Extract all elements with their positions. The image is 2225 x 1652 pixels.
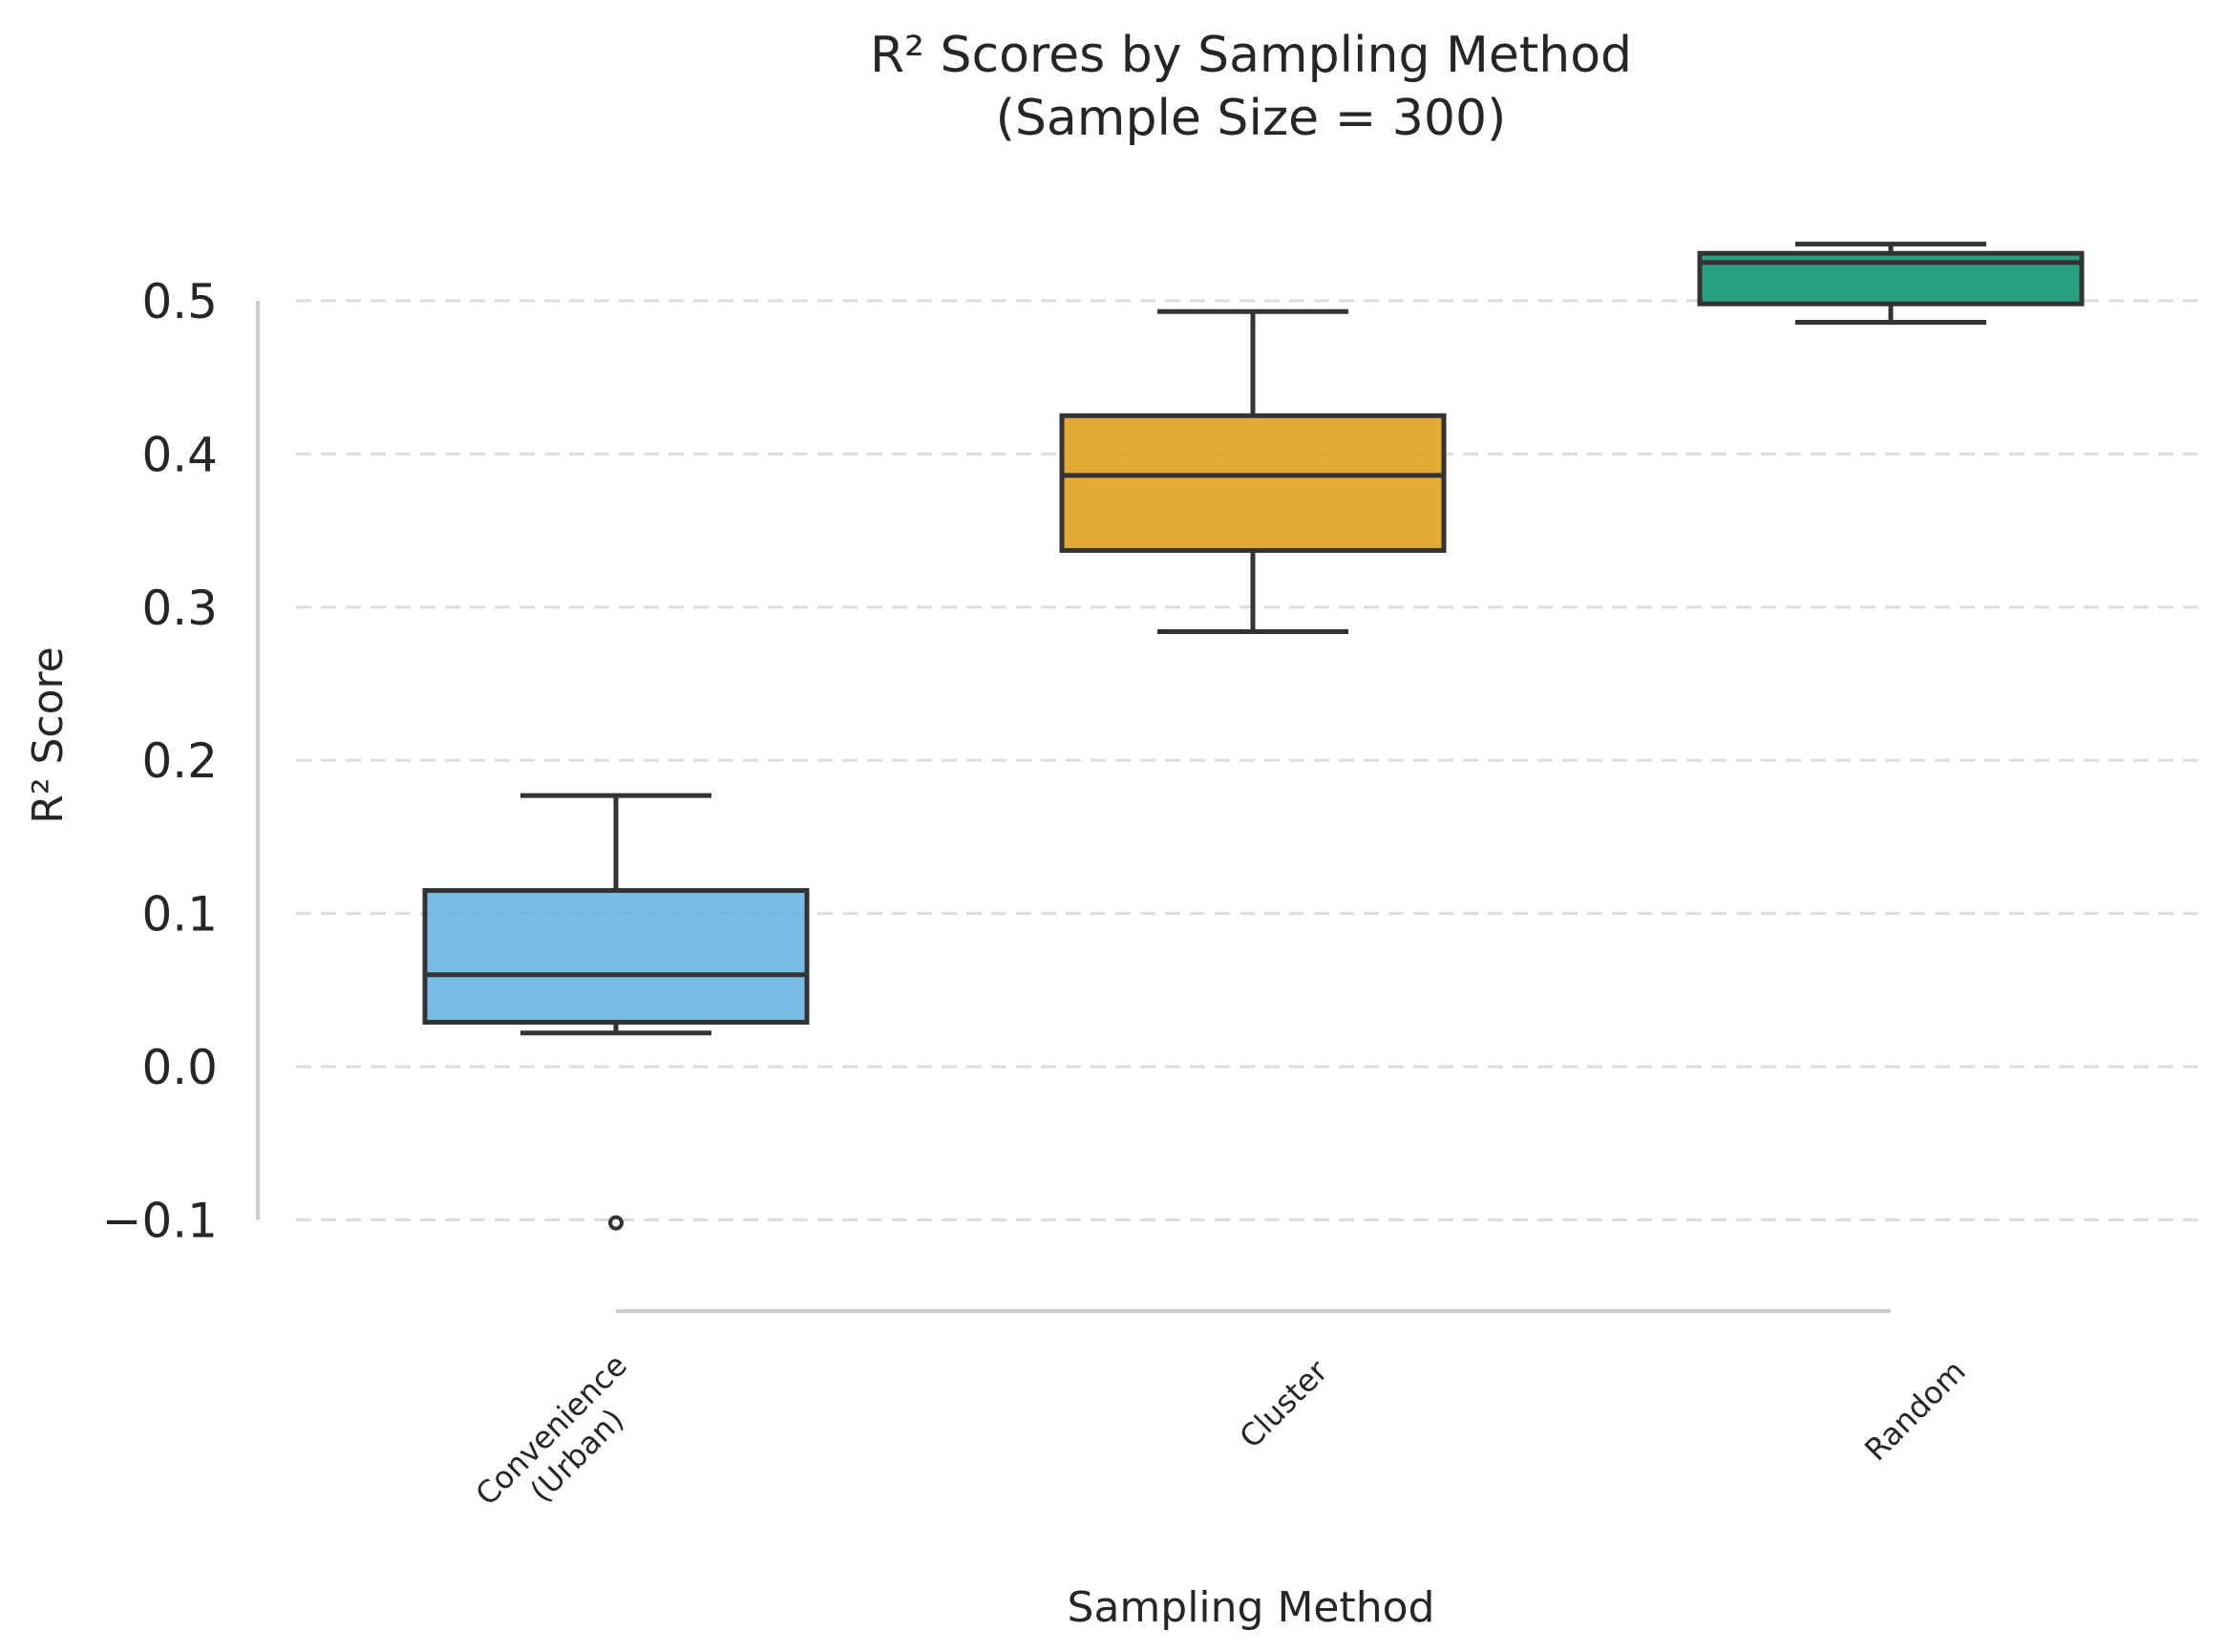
outlier-point — [608, 1215, 624, 1231]
box-iqr — [422, 888, 810, 1025]
x-tick-label: Random — [1857, 1353, 1973, 1469]
y-tick-label: 0.1 — [141, 887, 218, 942]
box-group — [1059, 308, 1447, 634]
box-group — [1697, 242, 2085, 325]
y-axis-label: R² Score — [24, 646, 73, 823]
x-tick-labels: Convenience(Urban) Cluster Random — [469, 1347, 1973, 1538]
y-tick-label: 0.4 — [141, 427, 218, 482]
y-tick-label: 0.3 — [141, 581, 218, 636]
y-tick-labels: −0.1 0.0 0.1 0.2 0.3 0.4 0.5 — [102, 274, 218, 1248]
x-tick-label-line: Random — [1857, 1353, 1973, 1469]
x-tick-label: Cluster — [1232, 1352, 1335, 1455]
chart-subtitle: (Sample Size = 300) — [996, 90, 1507, 147]
chart-title: R² Scores by Sampling Method — [870, 27, 1632, 84]
x-tick-label-line: Cluster — [1232, 1352, 1335, 1455]
y-tick-label: 0.2 — [141, 733, 218, 789]
x-tick-label: Convenience(Urban) — [469, 1347, 660, 1538]
box-group — [422, 793, 810, 1231]
y-tick-label: 0.0 — [141, 1040, 218, 1095]
y-tick-label: −0.1 — [102, 1193, 218, 1248]
x-axis-label: Sampling Method — [1068, 1583, 1435, 1632]
boxes — [422, 242, 2085, 1231]
y-tick-label: 0.5 — [141, 274, 218, 329]
box-iqr — [1059, 413, 1447, 553]
